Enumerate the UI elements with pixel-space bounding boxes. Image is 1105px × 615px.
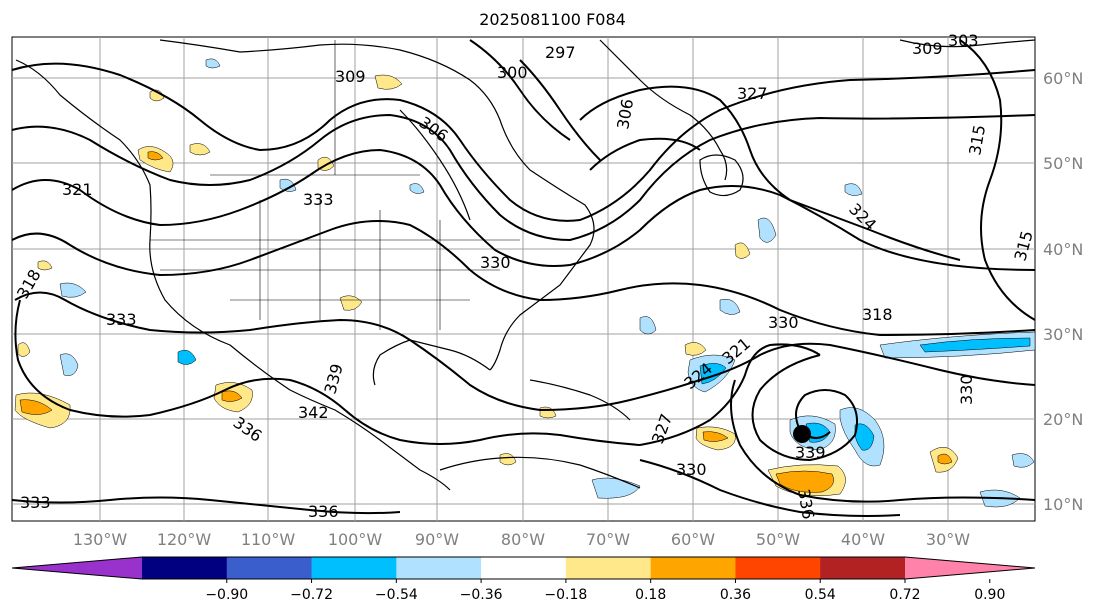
lat-label: 40°N bbox=[1043, 240, 1083, 259]
contour-label: 300 bbox=[497, 63, 528, 82]
contour-label: 333 bbox=[303, 190, 334, 209]
lon-label: 90°W bbox=[415, 530, 459, 549]
lon-label: 30°W bbox=[926, 530, 970, 549]
colorbar-tick-label: −0.18 bbox=[544, 587, 587, 603]
colorbar-extension-high bbox=[905, 557, 1035, 579]
colorbar: −0.90 −0.72 −0.54 −0.36 −0.18 0.18 0.36 0.54 0.7… bbox=[11, 556, 1036, 603]
lon-label: 60°W bbox=[671, 530, 715, 549]
colorbar-swatch bbox=[650, 557, 736, 579]
coastlines bbox=[15, 39, 1036, 491]
contour-label: 333 bbox=[106, 310, 137, 329]
colorbar-swatch bbox=[565, 557, 652, 579]
map-title: 2025081100 F084 bbox=[479, 10, 626, 29]
contour-label: 339 bbox=[795, 443, 826, 462]
colorbar-tick-label: −0.90 bbox=[205, 587, 248, 603]
storm-center-marker bbox=[793, 425, 811, 443]
colorbar-swatch bbox=[311, 557, 397, 579]
lon-label: 80°W bbox=[501, 530, 545, 549]
colorbar-swatch bbox=[226, 557, 313, 579]
lon-label: 110°W bbox=[241, 530, 296, 549]
colorbar-tick-label: 0.54 bbox=[805, 587, 836, 603]
colorbar-tick-label: 0.90 bbox=[974, 587, 1005, 603]
lon-label: 50°W bbox=[756, 530, 800, 549]
colorbar-tick-label: −0.72 bbox=[290, 587, 333, 603]
contour-label: 333 bbox=[20, 493, 51, 512]
contour-label: 342 bbox=[298, 403, 329, 422]
lon-label: 120°W bbox=[157, 530, 212, 549]
contour-label: 330 bbox=[480, 253, 511, 272]
latitude-labels: 60°N 50°N 40°N 30°N 20°N 10°N bbox=[1043, 69, 1083, 514]
contour-label: 330 bbox=[768, 313, 799, 332]
contour-label: 327 bbox=[737, 84, 768, 103]
colorbar-swatch bbox=[735, 557, 821, 579]
contour-label: 330 bbox=[676, 460, 707, 479]
colorbar-extension-low bbox=[12, 557, 142, 579]
colorbar-tick-label: −0.36 bbox=[460, 587, 503, 603]
lon-label: 100°W bbox=[328, 530, 383, 549]
lat-label: 30°N bbox=[1043, 325, 1083, 344]
contour-label: 309 bbox=[912, 39, 943, 58]
colorbar-swatch bbox=[481, 557, 567, 579]
lat-label: 50°N bbox=[1043, 154, 1083, 173]
colorbar-tick-label: 0.18 bbox=[635, 587, 666, 603]
colorbar-tick-label: −0.54 bbox=[375, 587, 418, 603]
longitude-labels: 130°W 120°W 110°W 100°W 90°W 80°W 70°W 6… bbox=[73, 530, 970, 549]
lon-label: 40°W bbox=[841, 530, 885, 549]
lat-label: 60°N bbox=[1043, 69, 1083, 88]
contour-label: 321 bbox=[62, 180, 93, 199]
colorbar-swatch bbox=[142, 557, 228, 579]
contour-label: 297 bbox=[545, 43, 576, 62]
colorbar-tick-label: 0.36 bbox=[720, 587, 751, 603]
contour-label: 318 bbox=[862, 305, 893, 324]
colorbar-outline bbox=[11, 556, 1036, 580]
colorbar-swatch bbox=[396, 557, 482, 579]
contour-label: 303 bbox=[948, 31, 979, 50]
contour-label: 309 bbox=[335, 67, 366, 86]
contour-label: 336 bbox=[308, 502, 339, 521]
colorbar-tick-label: 0.72 bbox=[889, 587, 920, 603]
lat-label: 10°N bbox=[1043, 495, 1083, 514]
negative-anomaly-patches bbox=[59, 58, 1036, 508]
lon-label: 130°W bbox=[73, 530, 128, 549]
contour-label: 330 bbox=[957, 374, 976, 405]
colorbar-swatch bbox=[820, 557, 906, 579]
lat-label: 20°N bbox=[1043, 410, 1083, 429]
theta-contours bbox=[11, 39, 1036, 517]
lon-label: 70°W bbox=[586, 530, 630, 549]
